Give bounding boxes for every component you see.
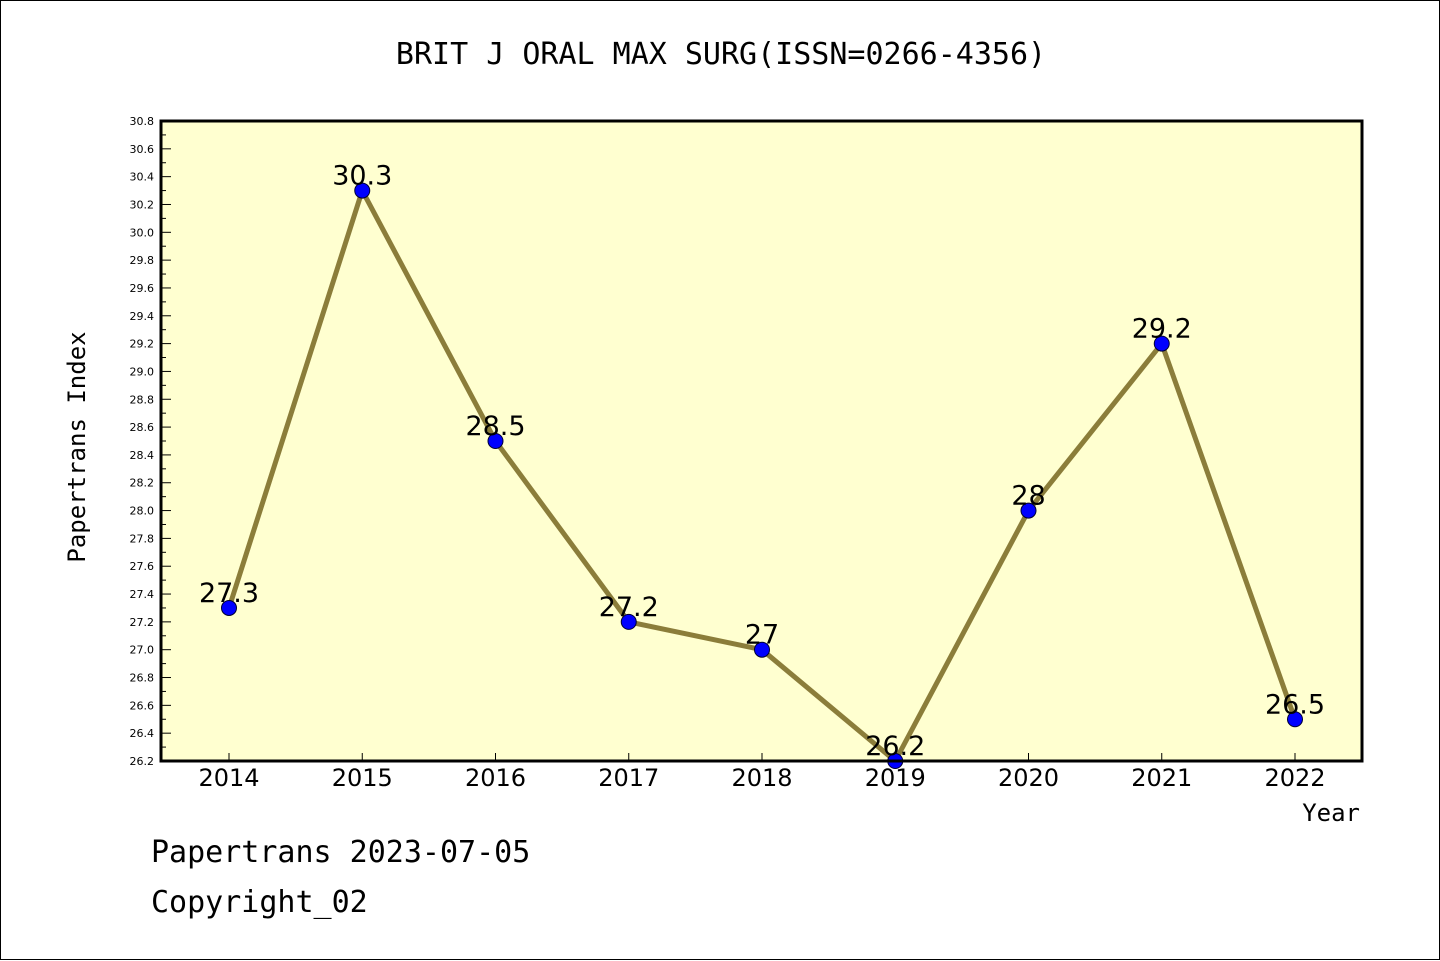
x-axis: 2014 2015 2016 2017 2018 2019 2020 2021 2022 [198, 753, 1326, 792]
data-label: 27.3 [199, 578, 259, 609]
x-tick-label: 2022 [1264, 764, 1325, 792]
y-tick-label: 26.2 [130, 755, 155, 768]
plot-area [161, 121, 1362, 761]
data-point [1153, 335, 1170, 352]
y-tick-label: 29.4 [130, 310, 155, 323]
x-tick-label: 2018 [731, 764, 792, 792]
y-tick-label: 30.0 [130, 226, 155, 239]
data-point [221, 599, 237, 616]
plot-border [159, 119, 1364, 763]
data-label: 27 [745, 620, 779, 651]
series-line-group: 27.3 30.3 28.5 27.2 27 26.2 28 29.2 26.5 [199, 161, 1325, 769]
y-tick-label: 30.8 [130, 115, 155, 128]
x-tick-label: 2016 [465, 764, 526, 792]
x-tick-label: 2020 [998, 764, 1059, 792]
data-point [1287, 711, 1303, 728]
data-label: 27.2 [599, 592, 659, 623]
x-tick-label: 2014 [198, 764, 259, 792]
y-tick-label: 29.0 [130, 365, 155, 378]
y-tick-label: 30.6 [130, 143, 155, 156]
data-point [487, 433, 504, 449]
y-tick-label: 27.2 [130, 616, 155, 629]
y-tick-label: 28.2 [130, 477, 155, 490]
data-label: 29.2 [1132, 314, 1192, 345]
y-tick-label: 26.8 [130, 672, 155, 685]
data-label: 26.2 [865, 731, 925, 762]
data-point [620, 613, 637, 630]
y-tick-label: 27.8 [130, 532, 155, 545]
chart-title: BRIT J ORAL MAX SURG(ISSN=0266-4356) [395, 37, 1047, 72]
y-tick-label: 29.6 [130, 282, 155, 295]
y-tick-label: 26.6 [130, 699, 155, 712]
data-point [754, 641, 770, 658]
footer-date: Papertrans 2023-07-05 [151, 835, 531, 870]
y-tick-label: 30.4 [130, 171, 155, 184]
x-tick-label: 2021 [1131, 764, 1192, 792]
x-axis-title: Year [1302, 799, 1360, 827]
data-point [354, 182, 371, 199]
y-axis-title: Papertrans Index [63, 331, 91, 562]
y-tick-label: 26.4 [130, 727, 155, 740]
y-tick-label: 28.6 [130, 421, 155, 434]
y-tick-label: 28.0 [130, 505, 155, 518]
footer-copyright: Copyright_02 [151, 885, 368, 920]
data-label: 28 [1011, 481, 1045, 512]
y-tick-label: 28.8 [130, 393, 155, 406]
data-label: 28.5 [465, 411, 525, 442]
y-axis: 26.2 26.4 26.6 26.8 27.0 27.2 27.4 27.6 27.8 28.0… [130, 115, 171, 768]
y-tick-label: 29.2 [130, 338, 155, 351]
data-point [1020, 502, 1037, 519]
x-tick-label: 2017 [598, 764, 659, 792]
y-tick-label: 28.4 [130, 449, 155, 462]
x-tick-label: 2015 [332, 764, 393, 792]
y-tick-label: 29.8 [130, 254, 155, 267]
y-tick-label: 27.6 [130, 560, 155, 573]
y-tick-label: 30.2 [130, 198, 155, 211]
data-label: 30.3 [332, 161, 392, 192]
y-tick-label: 27.0 [130, 644, 155, 657]
data-label: 26.5 [1265, 689, 1325, 720]
y-tick-label: 27.4 [130, 588, 155, 601]
